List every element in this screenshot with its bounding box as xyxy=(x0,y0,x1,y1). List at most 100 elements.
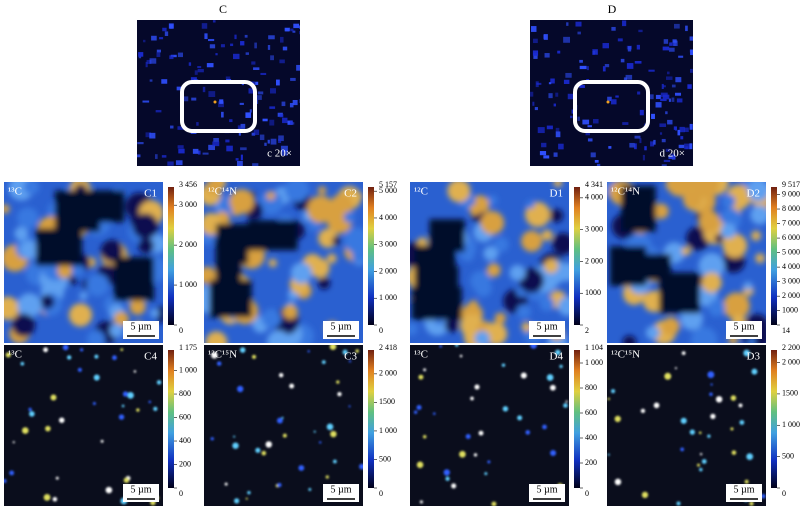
colorbar-max-label: 3 456 xyxy=(179,180,197,189)
speck xyxy=(655,94,661,100)
speck xyxy=(251,132,256,136)
spot xyxy=(439,345,443,348)
speck xyxy=(532,50,539,56)
spot xyxy=(62,345,69,351)
colorbar-max-label: 1 175 xyxy=(179,343,197,352)
blob xyxy=(268,258,277,268)
spot xyxy=(329,345,337,350)
speck xyxy=(169,24,173,29)
spot xyxy=(751,368,758,375)
blob xyxy=(69,276,78,285)
blob xyxy=(282,304,298,320)
spot xyxy=(465,433,471,439)
spot xyxy=(607,397,610,401)
spot xyxy=(423,368,427,372)
speck xyxy=(582,119,590,125)
spot xyxy=(653,402,660,409)
panel-image xyxy=(204,182,363,343)
speck xyxy=(577,31,581,35)
spot xyxy=(282,433,287,438)
image-bg xyxy=(607,345,766,506)
speck xyxy=(662,94,670,100)
spot xyxy=(355,349,359,353)
spot xyxy=(330,430,337,438)
spot xyxy=(20,361,25,366)
blob xyxy=(487,195,498,206)
colorbar-tick-label: 5 000 xyxy=(782,247,800,256)
overview-image xyxy=(530,20,693,166)
speck xyxy=(577,116,580,121)
speck xyxy=(592,48,598,55)
speck xyxy=(167,161,174,166)
blob xyxy=(701,272,722,293)
spot xyxy=(247,490,251,495)
speck xyxy=(208,38,215,42)
spot xyxy=(731,450,737,455)
speck xyxy=(634,60,642,64)
speck xyxy=(206,63,214,68)
spot xyxy=(676,501,681,506)
spot xyxy=(416,461,424,469)
speck xyxy=(215,53,218,56)
spot xyxy=(707,371,715,379)
blob xyxy=(261,308,282,329)
speck xyxy=(553,152,558,157)
blob xyxy=(645,325,660,340)
speck xyxy=(138,52,144,57)
blob xyxy=(309,258,330,279)
dark-region xyxy=(209,279,252,318)
speck xyxy=(202,152,209,155)
speck xyxy=(548,93,553,99)
speck xyxy=(268,35,275,40)
panel-id: D2 xyxy=(747,188,760,200)
isotope-label: ¹³C xyxy=(414,349,428,361)
colorbar-tick-label: 3 000 xyxy=(782,276,800,285)
speck xyxy=(260,72,267,76)
speck xyxy=(240,41,245,46)
dark-region xyxy=(35,228,83,266)
blob xyxy=(747,182,766,202)
spot xyxy=(4,479,7,483)
speck xyxy=(162,27,167,32)
speck xyxy=(240,154,243,161)
speck xyxy=(586,66,589,71)
blob xyxy=(521,230,543,252)
speck xyxy=(290,28,294,32)
colorbar-tick-label: 2 000 xyxy=(379,369,397,378)
speck xyxy=(548,82,552,85)
isotope-label: ¹²C¹⁵N xyxy=(611,349,640,361)
scale-label: 5 µm xyxy=(733,321,754,332)
speck xyxy=(299,25,300,29)
spot xyxy=(459,450,466,458)
spot xyxy=(549,384,556,391)
speck xyxy=(674,92,682,96)
spot xyxy=(433,412,436,415)
speck xyxy=(276,79,280,86)
spot xyxy=(474,384,480,390)
blob xyxy=(521,321,532,332)
speck xyxy=(684,127,689,133)
colorbar-tick-label: 1 000 xyxy=(179,280,197,289)
colorbar-tick-label: 2 000 xyxy=(782,291,800,300)
speck xyxy=(639,138,642,144)
spot xyxy=(422,435,427,439)
panel-image xyxy=(607,182,766,343)
blob xyxy=(284,182,310,202)
speck xyxy=(563,79,570,84)
speck xyxy=(239,102,244,105)
speck xyxy=(178,148,185,154)
blob xyxy=(549,208,564,223)
spot xyxy=(416,404,422,410)
speck xyxy=(543,34,548,40)
blob xyxy=(351,249,363,264)
speck xyxy=(177,126,184,130)
blob xyxy=(493,236,509,253)
speck xyxy=(651,113,655,119)
speck xyxy=(296,64,300,71)
spot xyxy=(761,493,766,499)
spot xyxy=(525,430,531,435)
speck xyxy=(675,126,678,131)
panel-id: D4 xyxy=(550,351,564,363)
blob xyxy=(354,192,363,201)
spot xyxy=(710,383,713,386)
